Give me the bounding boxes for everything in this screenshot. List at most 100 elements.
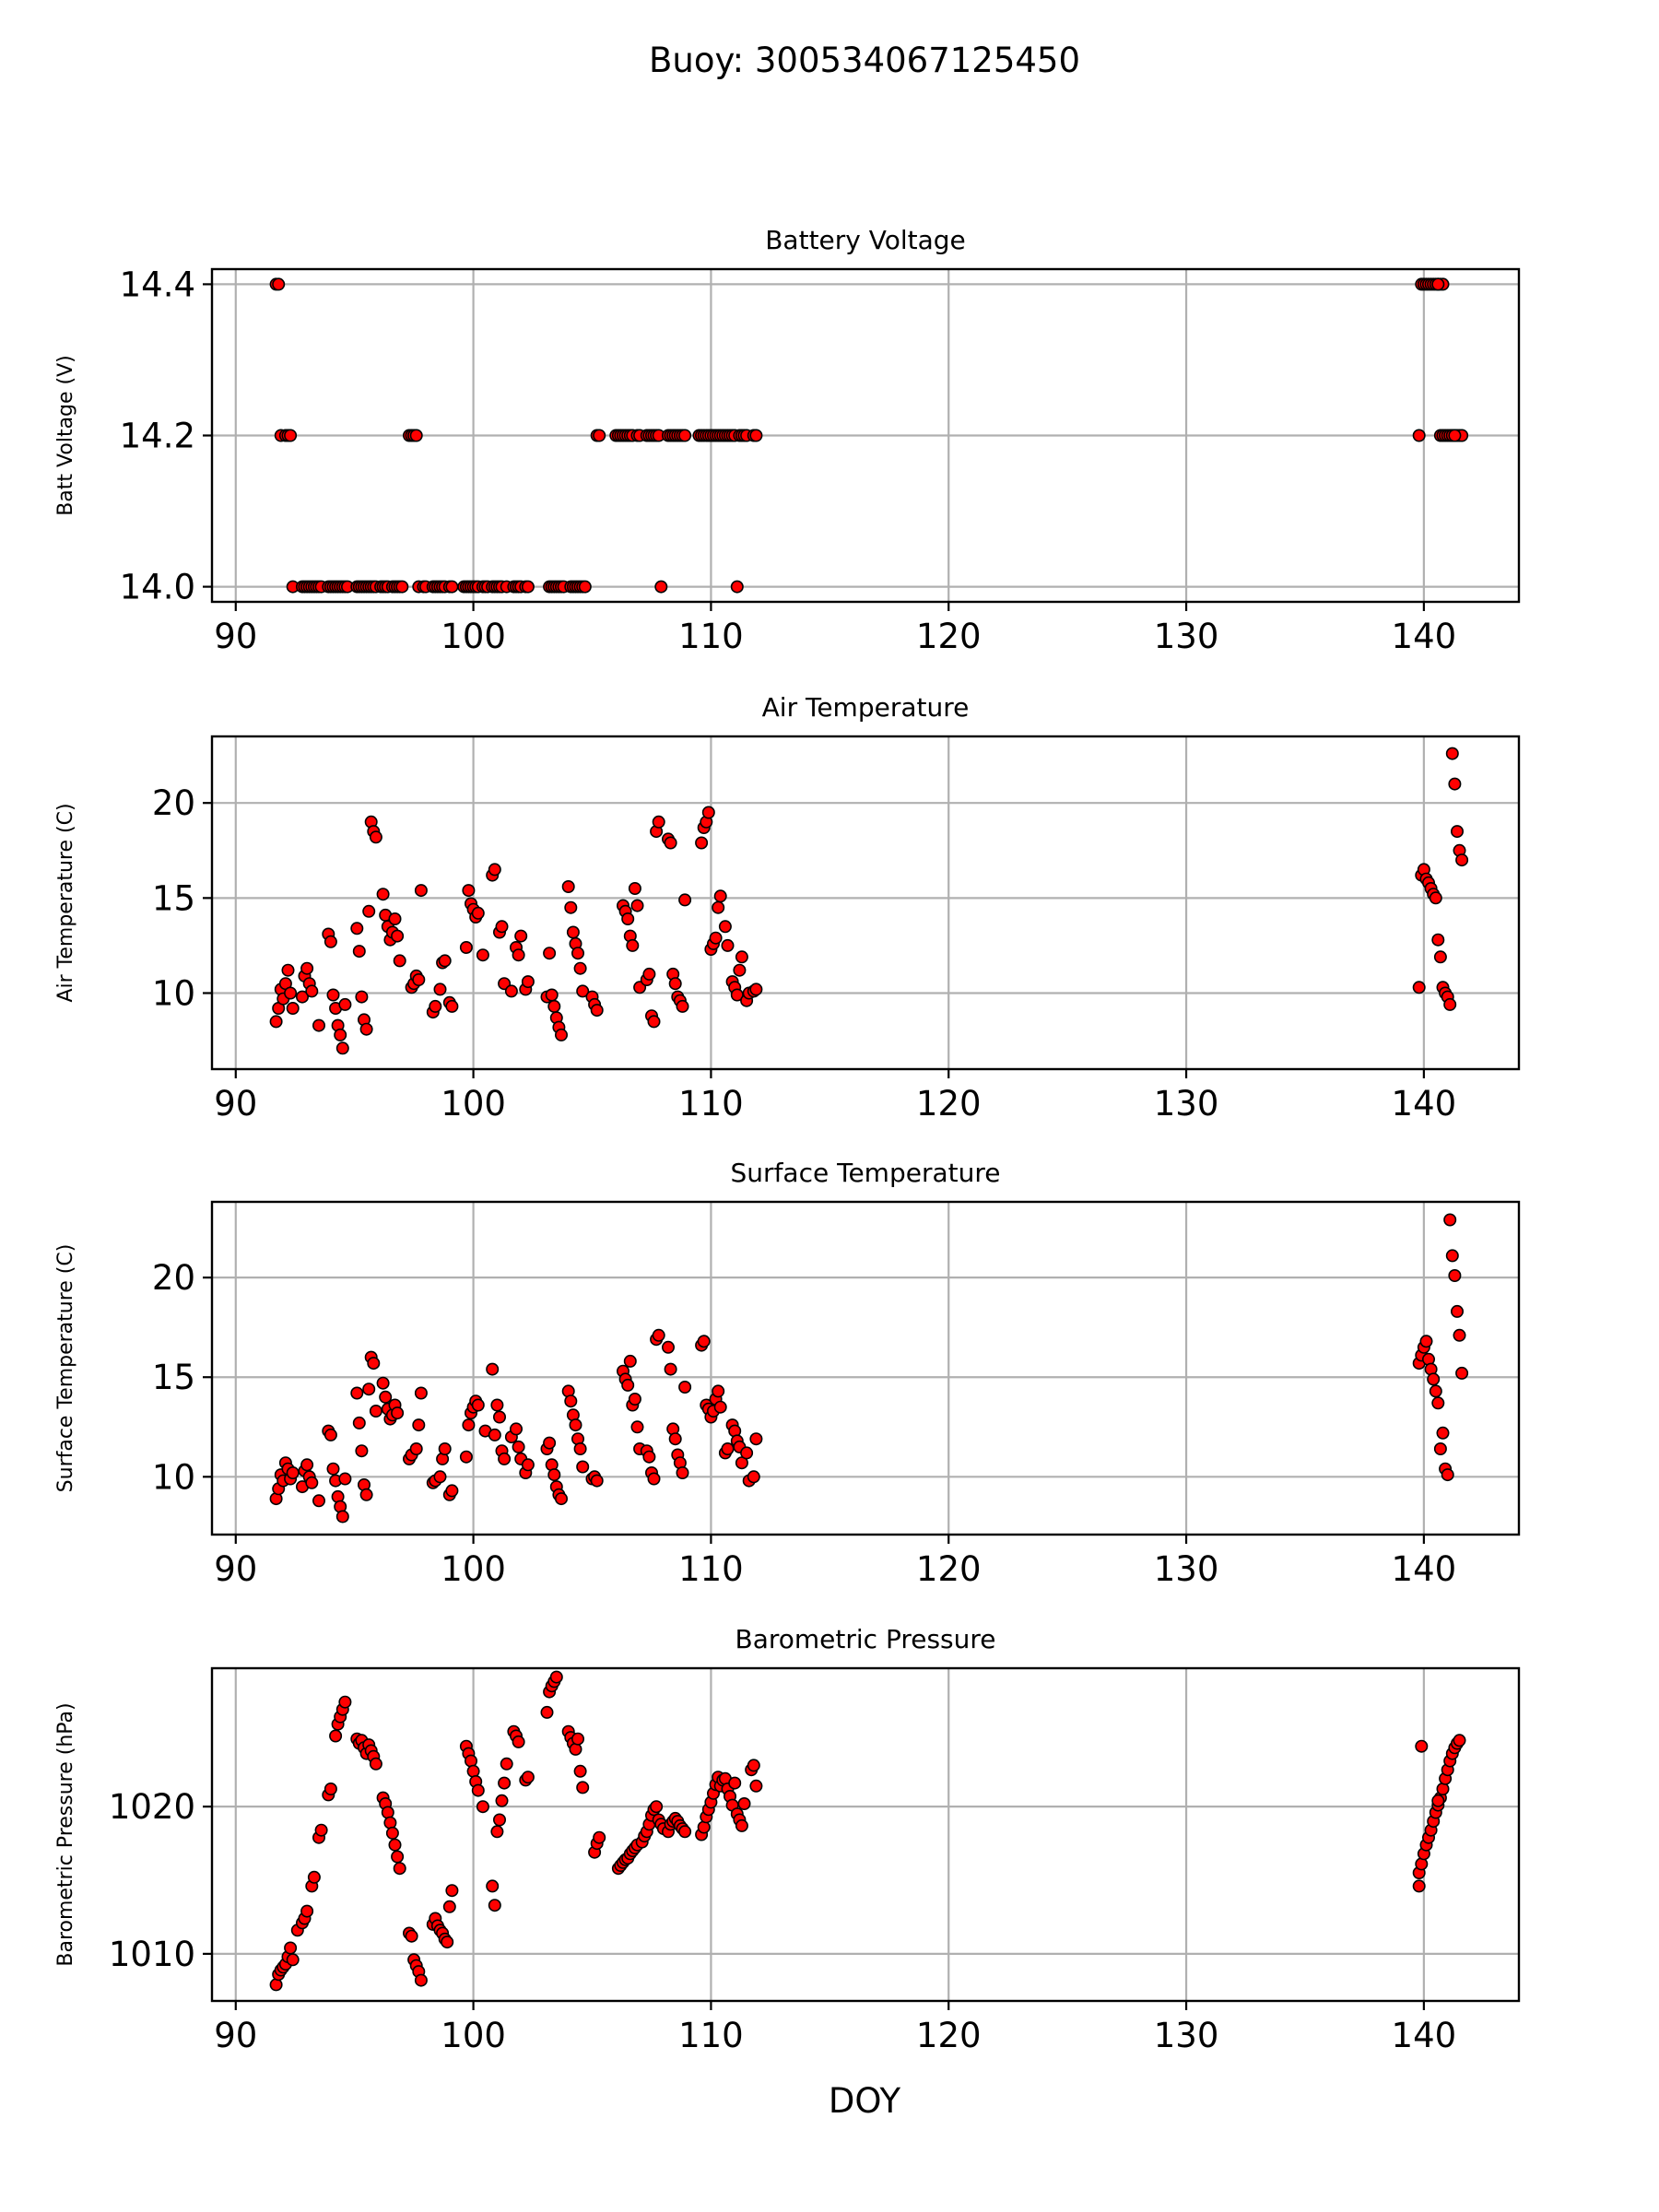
data-point <box>445 999 459 1013</box>
data-point <box>433 982 447 996</box>
data-point <box>668 977 682 991</box>
data-point <box>350 922 364 935</box>
x-tick-label: 110 <box>678 1549 744 1589</box>
data-point <box>569 1418 582 1432</box>
data-point <box>718 920 732 934</box>
data-point <box>414 1973 428 1987</box>
data-point <box>512 1735 525 1748</box>
data-point <box>471 1783 485 1797</box>
data-point <box>547 1468 561 1482</box>
data-point <box>1415 1739 1429 1753</box>
data-point <box>326 988 340 1002</box>
data-point <box>269 1978 283 1992</box>
data-point <box>379 1390 393 1404</box>
x-tick-label: 120 <box>916 1549 982 1589</box>
x-tick-label: 140 <box>1392 617 1457 656</box>
y-tick-label: 14.0 <box>120 568 195 607</box>
data-point <box>381 1806 394 1819</box>
data-point <box>647 1472 661 1486</box>
surface-temperature-y-label: Surface Temperature (C) <box>54 1244 77 1493</box>
data-point <box>573 1442 587 1456</box>
data-point <box>730 580 744 594</box>
y-tick-label: 20 <box>152 1258 195 1298</box>
data-point <box>393 1862 406 1876</box>
y-tick-label: 1020 <box>109 1787 195 1827</box>
data-point <box>1455 853 1469 867</box>
data-point <box>338 1695 352 1709</box>
data-point <box>367 1357 381 1371</box>
x-tick-label: 130 <box>1154 617 1219 656</box>
data-point <box>554 1028 568 1041</box>
data-point <box>312 1018 325 1032</box>
data-point <box>1436 1426 1450 1440</box>
y-tick-label: 14.4 <box>120 265 195 304</box>
x-tick-label: 140 <box>1392 2016 1457 2055</box>
data-point <box>697 1820 711 1834</box>
data-point <box>1436 1783 1450 1796</box>
data-point <box>654 580 668 594</box>
x-tick-label: 90 <box>214 1084 257 1124</box>
y-tick-label: 10 <box>152 1457 195 1497</box>
data-point <box>412 1418 426 1432</box>
data-point <box>362 904 376 918</box>
data-point <box>1443 1213 1457 1227</box>
data-point <box>512 948 525 962</box>
data-point <box>445 1884 459 1898</box>
data-point <box>521 1458 535 1472</box>
data-point <box>438 1442 452 1456</box>
data-point <box>593 1830 606 1844</box>
x-tick-label: 120 <box>916 617 982 656</box>
x-tick-label: 120 <box>916 1084 982 1124</box>
y-tick-label: 10 <box>152 973 195 1013</box>
data-point <box>414 1386 428 1400</box>
barometric-pressure-points <box>269 1670 1466 1992</box>
data-point <box>512 1440 525 1453</box>
data-point <box>442 1900 456 1913</box>
data-point <box>300 961 314 975</box>
battery-voltage-y-label: Batt Voltage (V) <box>54 355 77 516</box>
data-point <box>578 580 592 594</box>
data-point <box>1427 1372 1441 1386</box>
data-point <box>1448 1269 1462 1283</box>
data-point <box>749 429 763 442</box>
data-point <box>735 1818 748 1832</box>
data-point <box>1431 1794 1445 1807</box>
data-point <box>1412 1879 1426 1893</box>
data-point <box>573 961 587 975</box>
data-point <box>564 1394 578 1408</box>
data-point <box>488 863 501 877</box>
data-point <box>561 879 575 893</box>
x-tick-label: 90 <box>214 1549 257 1589</box>
data-point <box>429 999 442 1013</box>
data-point <box>488 1428 501 1441</box>
data-point <box>712 900 725 914</box>
data-point <box>749 1432 763 1446</box>
data-point <box>305 984 319 998</box>
data-point <box>571 947 584 960</box>
battery-voltage-title: Battery Voltage <box>765 225 966 255</box>
data-point <box>621 912 635 925</box>
data-point <box>576 1460 590 1474</box>
data-point <box>547 999 561 1013</box>
data-point <box>664 836 677 850</box>
data-point <box>281 963 295 977</box>
data-point <box>566 925 580 939</box>
data-point <box>462 1418 476 1432</box>
x-tick-label: 110 <box>678 2016 744 2055</box>
data-point <box>540 1705 554 1719</box>
data-point <box>369 830 382 844</box>
data-point <box>459 1450 473 1464</box>
data-point <box>409 1442 423 1456</box>
data-point <box>391 929 405 943</box>
data-point <box>438 954 452 968</box>
data-point <box>383 1816 397 1830</box>
data-point <box>395 580 409 594</box>
battery-voltage-points <box>269 277 1469 594</box>
data-point <box>628 1393 641 1406</box>
data-point <box>352 1416 366 1430</box>
data-point <box>676 999 689 1013</box>
data-point <box>678 1381 692 1394</box>
data-point <box>545 988 559 1002</box>
data-point <box>355 990 369 1004</box>
